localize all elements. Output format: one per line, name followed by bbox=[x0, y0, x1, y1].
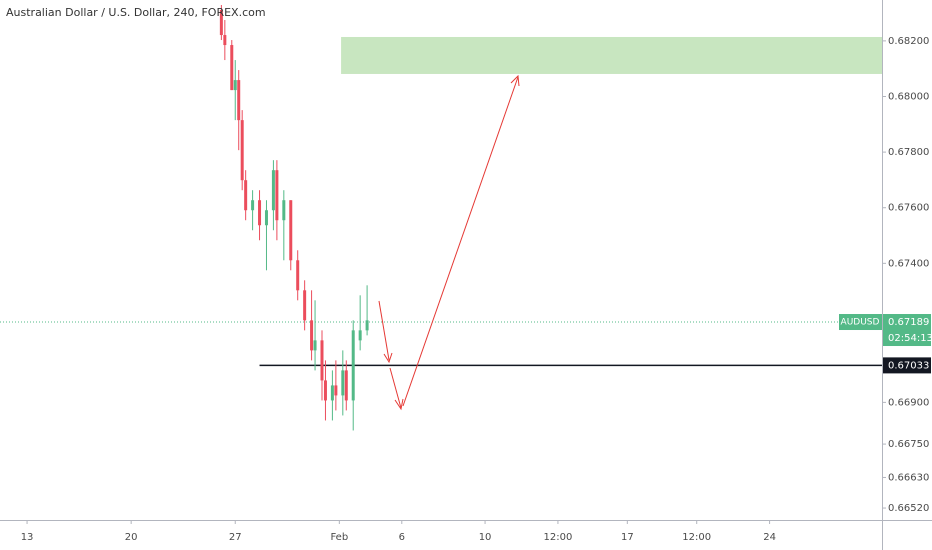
arrow-head-1 bbox=[383, 352, 393, 364]
candle-body bbox=[264, 210, 268, 226]
arrow-down-2 bbox=[389, 367, 402, 409]
candle-body bbox=[289, 200, 293, 261]
y-tick-label: 0.66520 bbox=[888, 503, 929, 514]
target-zone bbox=[341, 36, 882, 74]
candle-body bbox=[219, 10, 223, 36]
candle-body bbox=[233, 80, 237, 91]
candle-body bbox=[323, 380, 327, 401]
candle-body bbox=[271, 170, 275, 211]
level-tag bbox=[883, 357, 931, 374]
x-tick-label: 24 bbox=[763, 532, 776, 543]
candle-body bbox=[310, 320, 314, 351]
candle-body bbox=[258, 200, 262, 226]
plot-area bbox=[0, 5, 882, 431]
y-tick-label: 0.68000 bbox=[888, 91, 929, 102]
symbol-label: AUDUSD bbox=[841, 318, 880, 328]
x-tick-label: 12:00 bbox=[682, 532, 711, 543]
candle-body bbox=[282, 200, 286, 221]
candle-body bbox=[365, 320, 369, 331]
y-tick-label: 0.67800 bbox=[888, 147, 929, 158]
candle-body bbox=[358, 330, 362, 341]
candle-body bbox=[303, 290, 307, 321]
y-tick-label: 0.66750 bbox=[888, 439, 929, 450]
candle-body bbox=[240, 120, 244, 181]
arrow-head-2 bbox=[394, 398, 404, 411]
candle-body bbox=[330, 385, 334, 401]
x-tick-label: 27 bbox=[229, 532, 242, 543]
candle-body bbox=[341, 370, 345, 396]
candle-body bbox=[251, 200, 255, 211]
candle-body bbox=[334, 385, 338, 396]
price-tag bbox=[883, 314, 931, 347]
x-tick-label: 6 bbox=[399, 532, 405, 543]
y-tick-label: 0.68200 bbox=[888, 36, 929, 47]
price-label: 0.67189 bbox=[888, 317, 929, 328]
arrow-down-1 bbox=[378, 300, 390, 361]
countdown-label: 02:54:13 bbox=[888, 333, 932, 344]
arrow-head-3 bbox=[510, 74, 520, 87]
candle-body bbox=[296, 260, 300, 291]
symbol-tag bbox=[839, 314, 882, 331]
y-tick-label: 0.66630 bbox=[888, 472, 929, 483]
projection-arrows bbox=[378, 74, 520, 411]
candle-body bbox=[223, 35, 227, 46]
y-tick-label: 0.66900 bbox=[888, 397, 929, 408]
candle-body bbox=[230, 45, 234, 91]
x-tick-label: 12:00 bbox=[544, 532, 573, 543]
x-tick-label: 20 bbox=[125, 532, 138, 543]
level-label: 0.67033 bbox=[888, 360, 929, 371]
arrow-up bbox=[402, 76, 519, 407]
y-tick-label: 0.67400 bbox=[888, 258, 929, 269]
candle-body bbox=[351, 330, 355, 401]
y-tick-label: 0.67600 bbox=[888, 203, 929, 214]
x-tick-label: 13 bbox=[21, 532, 34, 543]
x-tick-label: 17 bbox=[621, 532, 634, 543]
candle-body bbox=[275, 170, 279, 221]
candle-body bbox=[344, 370, 348, 401]
chart-title: Australian Dollar / U.S. Dollar, 240, FO… bbox=[6, 6, 266, 19]
candle-body bbox=[313, 340, 317, 351]
x-tick-label: 10 bbox=[479, 532, 492, 543]
x-tick-label: Feb bbox=[330, 532, 348, 543]
candle-body bbox=[237, 80, 241, 121]
candle-body bbox=[244, 180, 248, 211]
candle-body bbox=[320, 340, 324, 381]
